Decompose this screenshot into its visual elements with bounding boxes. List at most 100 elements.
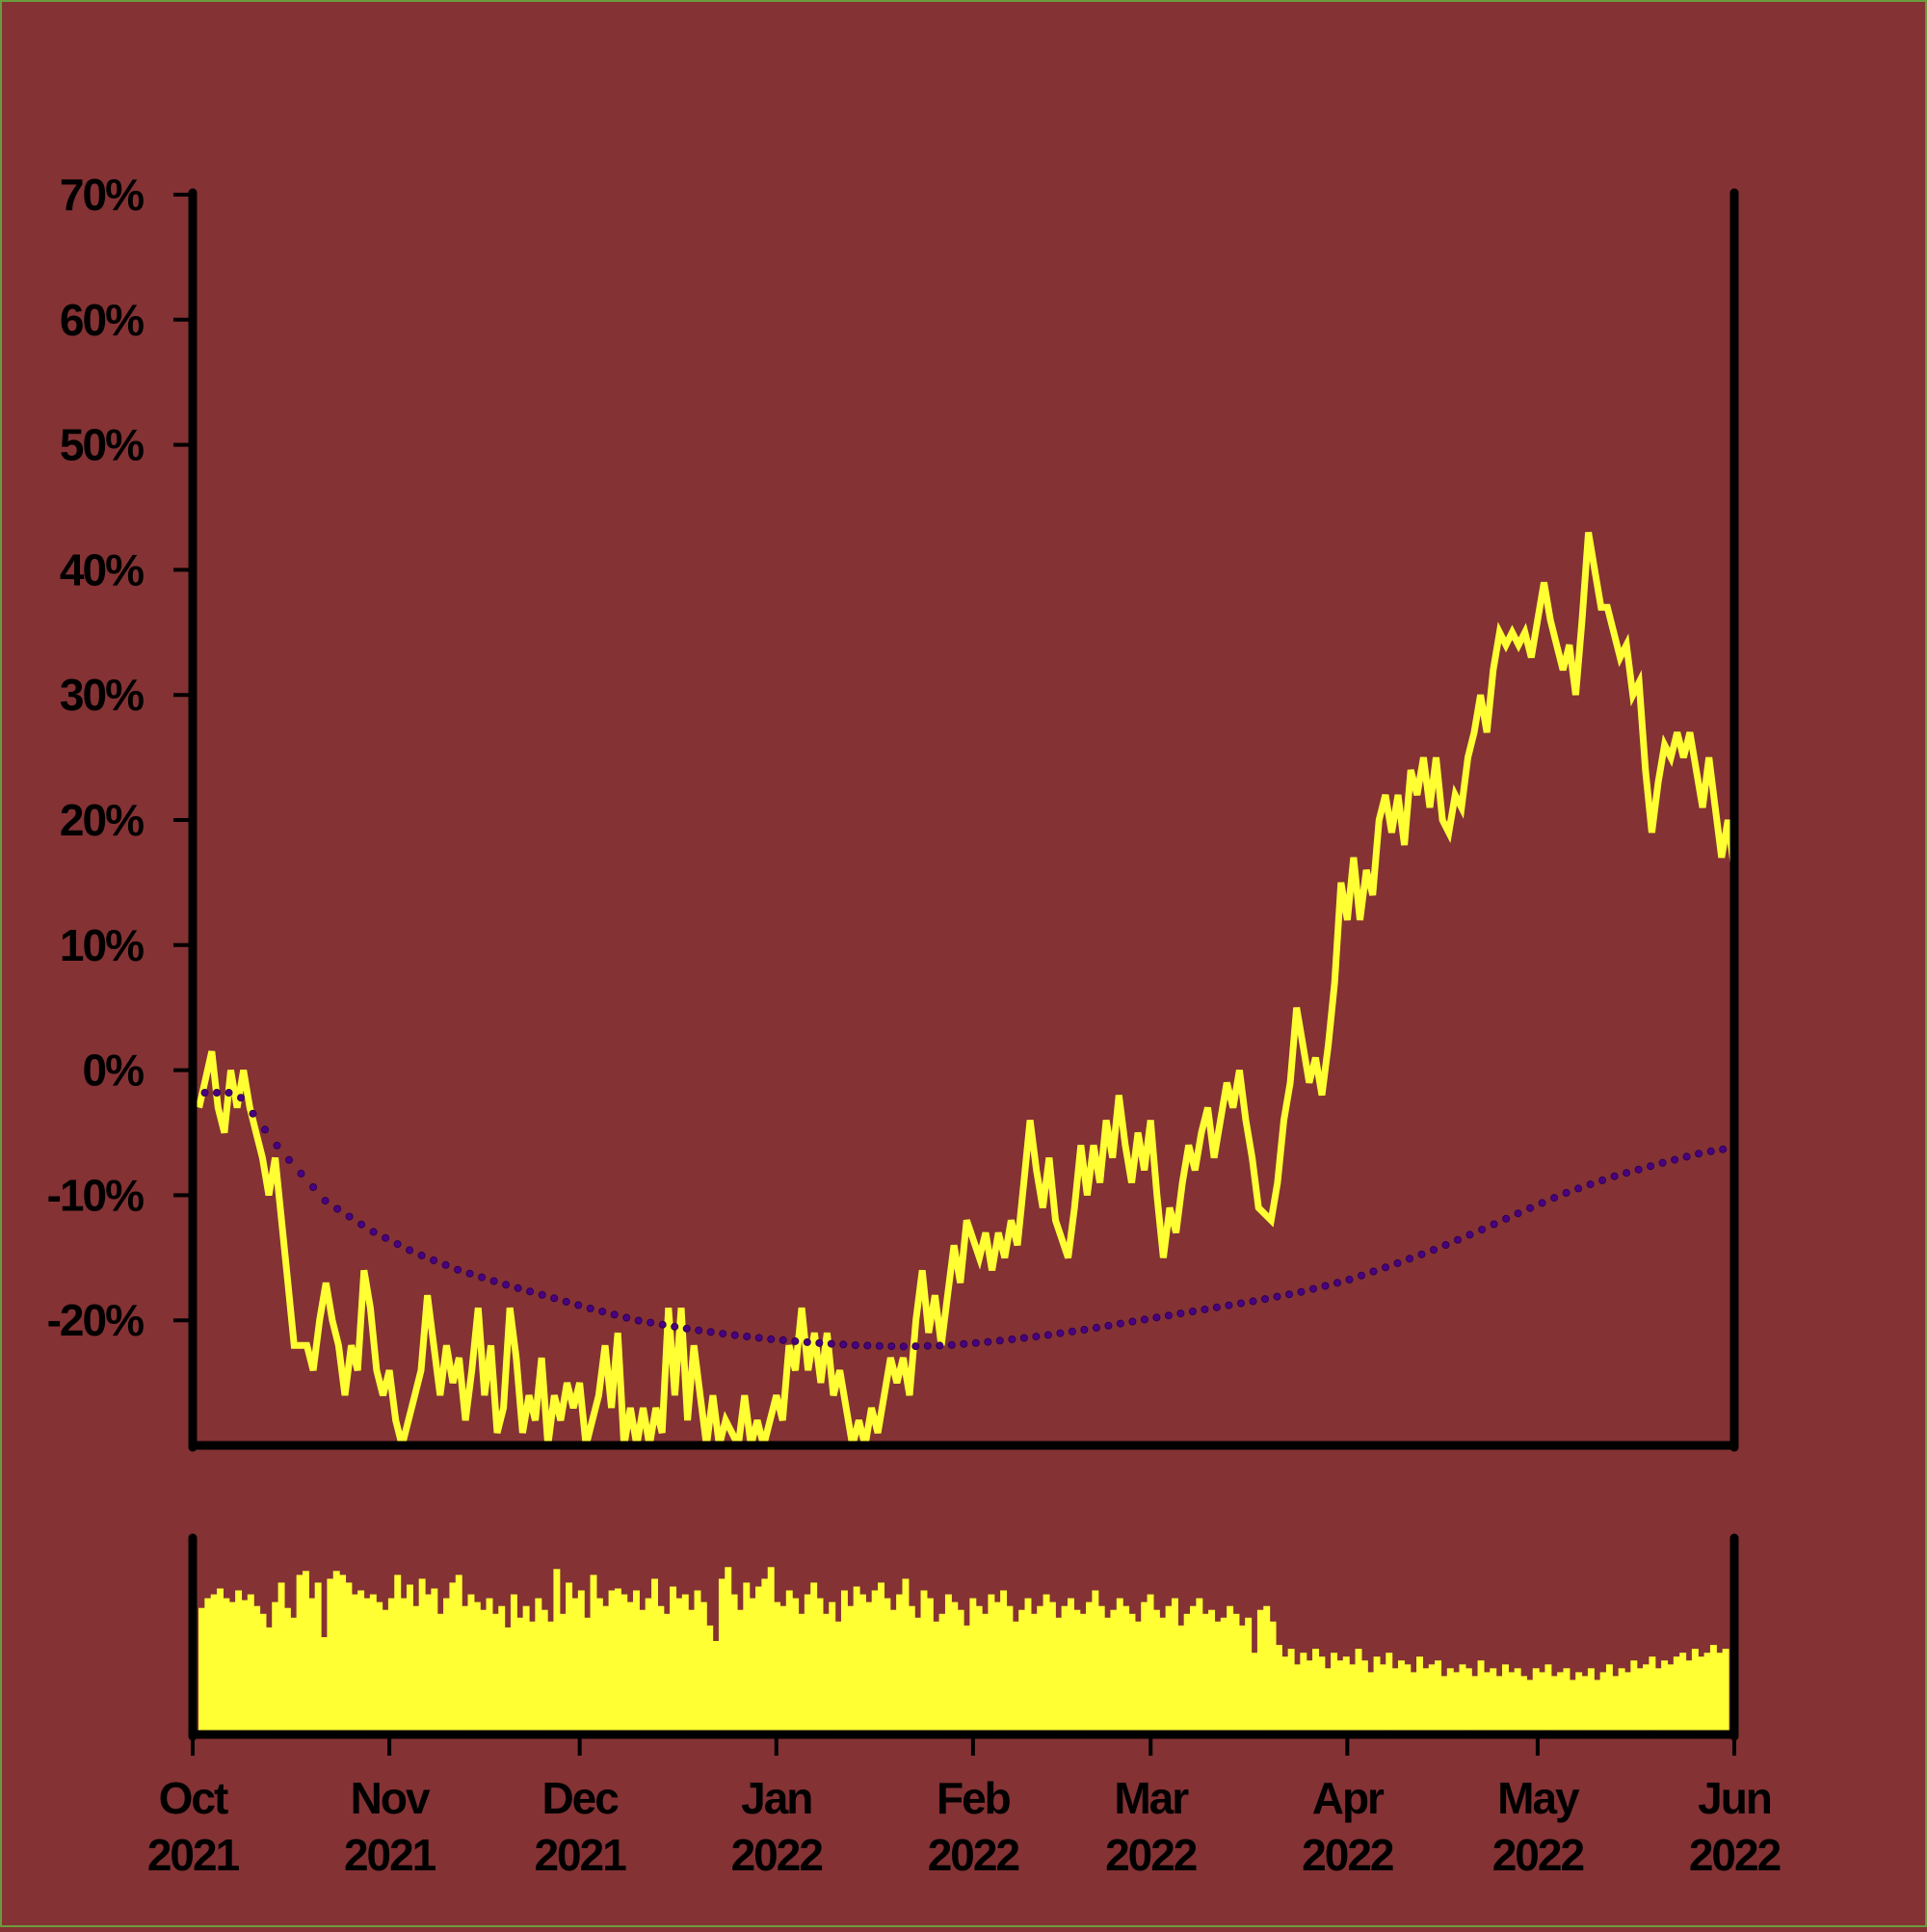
- trend-dot: [1441, 1241, 1450, 1249]
- volume-bar: [774, 1601, 781, 1734]
- volume-bar: [595, 1598, 603, 1734]
- volume-bar: [1379, 1664, 1386, 1734]
- volume-bar: [462, 1605, 469, 1734]
- volume-bar: [1422, 1668, 1430, 1734]
- volume-bar: [467, 1594, 475, 1734]
- trend-dot: [754, 1334, 763, 1342]
- trend-dot: [839, 1340, 848, 1349]
- volume-bar: [1550, 1676, 1558, 1734]
- volume-bar: [1471, 1676, 1479, 1734]
- x-tick-year: 2022: [1492, 1830, 1584, 1880]
- volume-bar: [878, 1582, 885, 1734]
- trend-dot: [1249, 1297, 1257, 1306]
- volume-bar: [1360, 1660, 1368, 1734]
- volume-bar: [566, 1582, 573, 1734]
- volume-bar: [529, 1621, 536, 1734]
- x-tick-month: Feb: [937, 1773, 1011, 1823]
- volume-bar: [908, 1605, 915, 1734]
- volume-bar: [584, 1617, 592, 1734]
- trend-dot: [995, 1337, 1004, 1345]
- volume-bar: [761, 1578, 769, 1734]
- trend-dot: [1212, 1303, 1221, 1311]
- volume-bar: [1404, 1664, 1412, 1734]
- volume-bar: [394, 1575, 402, 1734]
- trend-dot: [285, 1155, 293, 1164]
- volume-bar: [1649, 1656, 1656, 1734]
- volume-bar: [1490, 1668, 1497, 1734]
- trend-dot: [1598, 1176, 1607, 1184]
- trend-dot: [947, 1340, 956, 1349]
- volume-bar: [553, 1569, 561, 1734]
- volume-bar: [1116, 1598, 1123, 1734]
- trend-dot: [562, 1297, 570, 1306]
- volume-bar: [944, 1594, 952, 1734]
- trend-dot: [1430, 1246, 1438, 1255]
- trend-dot: [249, 1109, 257, 1118]
- trend-dot: [454, 1265, 462, 1274]
- volume-bar: [473, 1601, 481, 1734]
- trend-dot: [1671, 1155, 1679, 1164]
- volume-bar: [1245, 1617, 1253, 1734]
- trend-dot: [333, 1204, 342, 1213]
- volume-bar: [535, 1598, 542, 1734]
- volume-bar: [639, 1609, 647, 1734]
- volume-bar: [834, 1621, 842, 1734]
- volume-bar: [1331, 1653, 1338, 1734]
- volume-bar: [1281, 1656, 1289, 1734]
- volume-bar: [914, 1617, 922, 1734]
- volume-bar: [1667, 1664, 1675, 1734]
- volume-bar: [700, 1601, 707, 1734]
- x-tick-month: Oct: [159, 1773, 228, 1823]
- volume-bar: [363, 1598, 371, 1734]
- volume-bar: [1435, 1660, 1442, 1734]
- x-tick-year: 2021: [147, 1830, 240, 1880]
- volume-bar: [1336, 1660, 1344, 1734]
- trend-dot: [393, 1240, 402, 1249]
- volume-bar: [1636, 1668, 1644, 1734]
- y-tick-label: 30%: [60, 670, 144, 720]
- volume-bar: [982, 1613, 990, 1734]
- volume-bar: [1177, 1625, 1185, 1734]
- volume-bar: [871, 1590, 879, 1734]
- trend-dot: [345, 1212, 354, 1221]
- volume-bar: [1165, 1605, 1173, 1734]
- volume-bar: [406, 1584, 413, 1734]
- volume-bar: [1227, 1605, 1234, 1734]
- volume-bar: [223, 1598, 230, 1734]
- volume-bar: [1716, 1653, 1724, 1734]
- volume-bar: [498, 1605, 506, 1734]
- volume-bar: [859, 1594, 866, 1734]
- trend-dot: [984, 1337, 992, 1346]
- volume-bar: [1691, 1649, 1699, 1734]
- volume-bar: [730, 1594, 738, 1734]
- volume-bar: [400, 1598, 408, 1734]
- trend-dot: [887, 1342, 896, 1351]
- volume-bar: [853, 1586, 860, 1734]
- volume-bar: [357, 1590, 365, 1734]
- trend-dot: [730, 1331, 739, 1339]
- x-tick-year: 2021: [534, 1830, 626, 1880]
- volume-bar: [749, 1598, 756, 1734]
- volume-bar: [1722, 1649, 1729, 1734]
- trend-dot: [406, 1246, 414, 1255]
- volume-bar: [1605, 1664, 1613, 1734]
- volume-bar: [1557, 1672, 1565, 1734]
- trend-dot: [1261, 1295, 1269, 1304]
- trend-dot: [1586, 1180, 1595, 1189]
- volume-bar: [810, 1582, 818, 1734]
- trend-dot: [1225, 1301, 1233, 1310]
- trend-dot: [1623, 1169, 1631, 1178]
- volume-bar: [626, 1601, 634, 1734]
- volume-bar: [798, 1613, 805, 1734]
- trend-dot: [1116, 1319, 1124, 1328]
- trend-dot: [1634, 1165, 1643, 1174]
- volume-bar: [455, 1575, 462, 1734]
- volume-bar: [1256, 1609, 1264, 1734]
- volume-bar: [1355, 1649, 1362, 1734]
- volume-bar: [657, 1605, 665, 1734]
- volume-bar: [1097, 1605, 1105, 1734]
- volume-bar: [829, 1601, 836, 1734]
- trend-dot: [1538, 1199, 1546, 1207]
- volume-bar: [792, 1598, 800, 1734]
- trend-dot: [899, 1342, 908, 1351]
